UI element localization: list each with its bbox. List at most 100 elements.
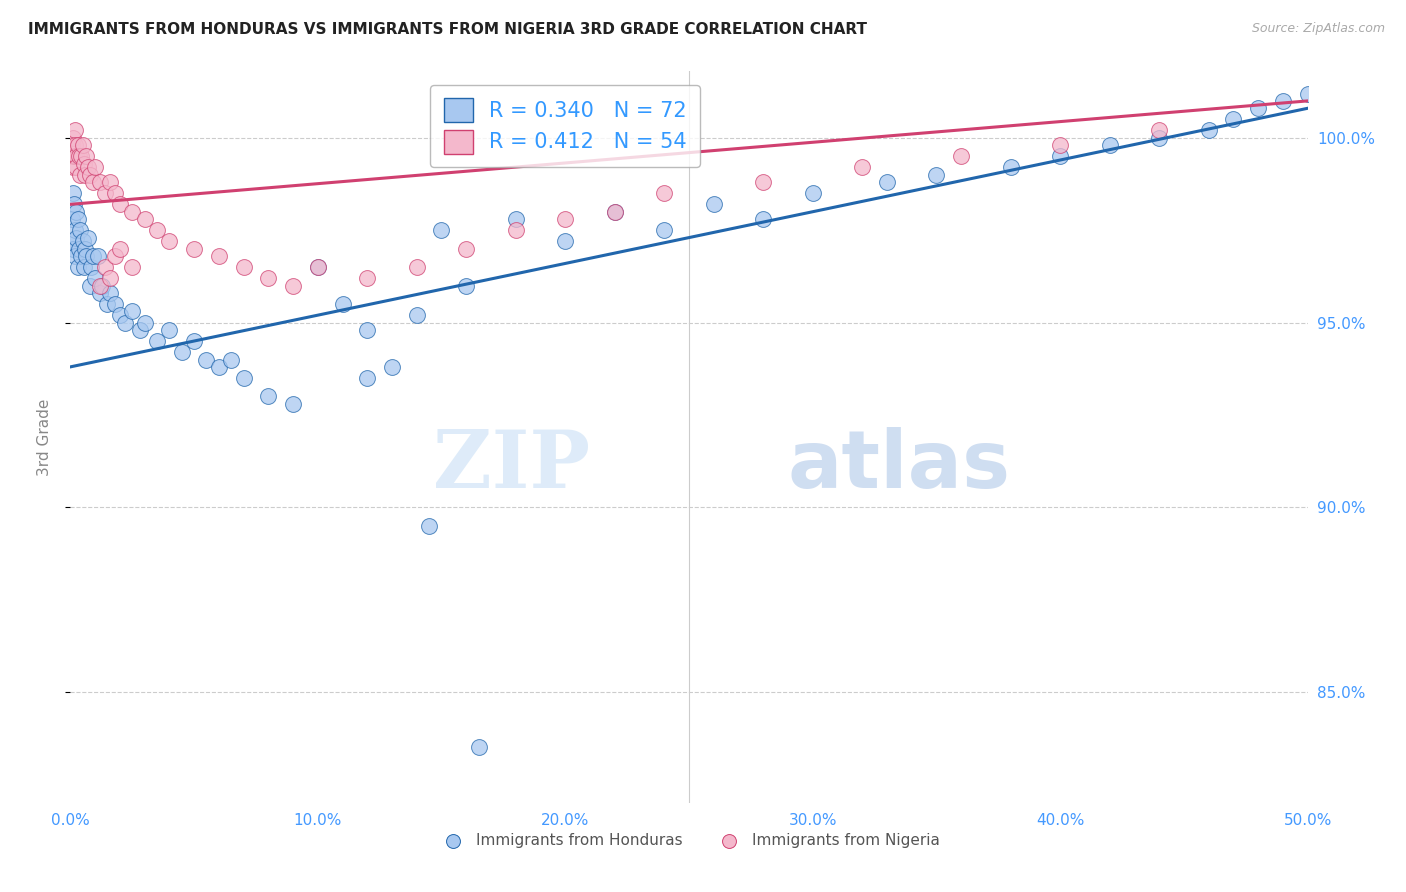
- Point: [89, 285, 111, 300]
- Point: [76, 161, 98, 175]
- Point: [405, 260, 427, 274]
- Point: [1000, 161, 1022, 175]
- Point: [66, 260, 89, 274]
- Point: [208, 359, 231, 374]
- Point: [356, 371, 378, 385]
- Point: [94, 186, 117, 201]
- Point: [418, 518, 440, 533]
- Point: [232, 371, 254, 385]
- Point: [121, 204, 143, 219]
- Point: [1147, 131, 1170, 145]
- Point: [62, 186, 84, 201]
- Point: [1049, 149, 1071, 163]
- Point: [1198, 123, 1220, 137]
- Point: [505, 223, 527, 237]
- Point: [703, 197, 725, 211]
- Point: [65, 230, 87, 244]
- Point: [281, 397, 304, 411]
- Point: [219, 352, 242, 367]
- Point: [554, 235, 576, 249]
- Point: [157, 323, 180, 337]
- Point: [307, 260, 329, 274]
- Point: [72, 138, 94, 153]
- Point: [257, 271, 280, 285]
- Point: [94, 260, 117, 274]
- Point: [307, 260, 329, 274]
- Point: [70, 249, 93, 263]
- Point: [91, 278, 114, 293]
- Point: [62, 131, 84, 145]
- Point: [80, 260, 103, 274]
- Point: [356, 323, 378, 337]
- Point: [554, 212, 576, 227]
- Point: [652, 223, 675, 237]
- Point: [63, 149, 86, 163]
- Point: [62, 161, 84, 175]
- Point: [89, 278, 111, 293]
- Point: [456, 278, 478, 293]
- Point: [1247, 101, 1270, 115]
- Point: [62, 242, 84, 256]
- Point: [70, 149, 93, 163]
- Point: [104, 186, 127, 201]
- Point: [603, 204, 626, 219]
- Point: [195, 352, 218, 367]
- Point: [332, 297, 354, 311]
- Point: [108, 308, 131, 322]
- Point: [876, 175, 898, 189]
- Point: [1098, 138, 1121, 153]
- Point: [752, 175, 775, 189]
- Point: [208, 249, 231, 263]
- Point: [104, 297, 127, 311]
- Point: [63, 249, 86, 263]
- Point: [505, 212, 527, 227]
- Point: [603, 204, 626, 219]
- Point: [66, 138, 89, 153]
- Point: [76, 230, 98, 244]
- Point: [65, 138, 87, 153]
- Point: [146, 223, 169, 237]
- Point: [75, 242, 97, 256]
- Point: [75, 249, 97, 263]
- Point: [69, 168, 91, 182]
- Point: [752, 212, 775, 227]
- Point: [75, 149, 97, 163]
- Point: [1222, 112, 1244, 127]
- Text: Source: ZipAtlas.com: Source: ZipAtlas.com: [1251, 22, 1385, 36]
- Point: [98, 285, 121, 300]
- Point: [281, 278, 304, 293]
- Point: [134, 316, 156, 330]
- Text: atlas: atlas: [787, 427, 1011, 506]
- Point: [60, 212, 83, 227]
- Point: [381, 359, 404, 374]
- Point: [183, 334, 205, 348]
- Point: [1271, 94, 1294, 108]
- Point: [950, 149, 973, 163]
- Point: [146, 334, 169, 348]
- Point: [456, 242, 478, 256]
- Point: [60, 235, 83, 249]
- Point: [82, 249, 104, 263]
- Point: [108, 197, 131, 211]
- Point: [232, 260, 254, 274]
- Point: [89, 175, 111, 189]
- Point: [82, 175, 104, 189]
- Point: [67, 149, 90, 163]
- Point: [170, 345, 193, 359]
- Text: ZIP: ZIP: [433, 427, 591, 506]
- Point: [84, 161, 107, 175]
- Point: [65, 149, 87, 163]
- Point: [96, 297, 118, 311]
- Point: [114, 316, 136, 330]
- Point: [67, 242, 90, 256]
- Point: [851, 161, 873, 175]
- Point: [72, 235, 94, 249]
- Point: [60, 138, 83, 153]
- Point: [73, 260, 96, 274]
- Point: [69, 223, 91, 237]
- Point: [128, 323, 150, 337]
- Point: [79, 168, 101, 182]
- Point: [121, 260, 143, 274]
- Point: [98, 271, 121, 285]
- Point: [73, 157, 96, 171]
